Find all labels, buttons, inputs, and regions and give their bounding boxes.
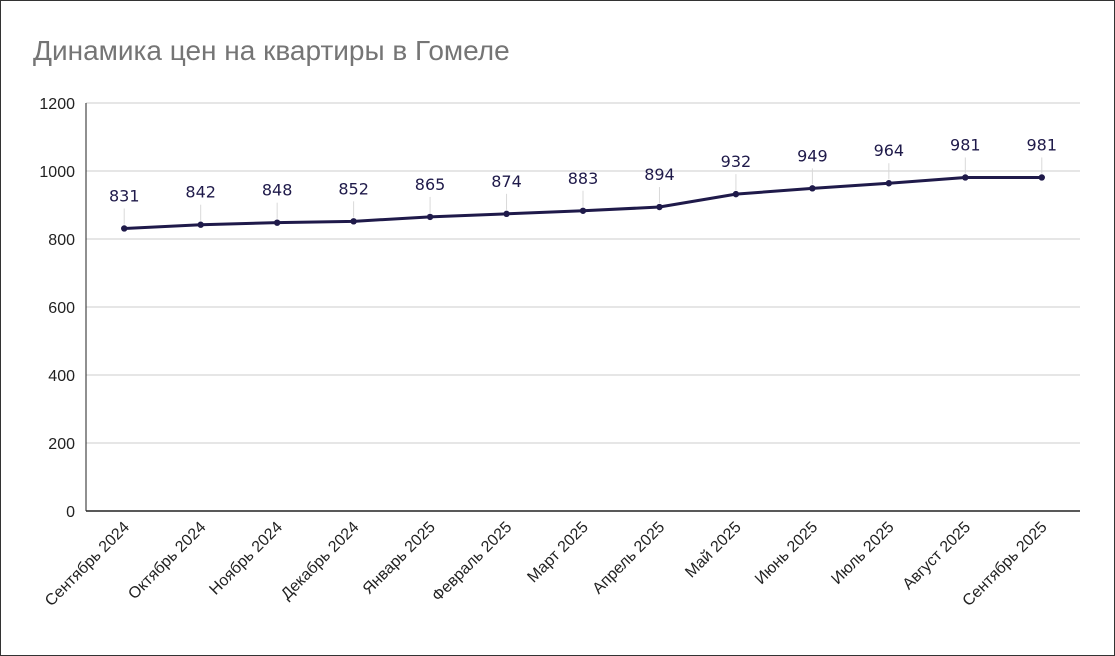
data-label: 964 [874, 141, 905, 160]
data-point [656, 203, 663, 211]
x-tick-label: Январь 2025 [360, 519, 439, 598]
x-tick-label: Ноябрь 2024 [206, 519, 286, 599]
data-label: 831 [109, 186, 140, 205]
data-labels: 831 842 848 852 865 874 883 894 932 949 964 981 981 [109, 135, 1057, 225]
data-label: 981 [950, 135, 981, 154]
x-tick-label: Декабрь 2024 [278, 519, 363, 604]
data-label: 932 [721, 152, 752, 171]
x-tick-label: Июнь 2025 [752, 519, 821, 588]
x-tick-label: Апрель 2025 [590, 519, 669, 598]
y-tick-label: 200 [48, 436, 75, 453]
data-point [885, 180, 893, 187]
series-group [121, 174, 1045, 232]
data-label: 865 [415, 175, 446, 194]
data-point [962, 174, 969, 181]
data-point [809, 185, 816, 192]
data-point [503, 210, 510, 218]
data-point [350, 218, 357, 225]
x-tick-label: Сентябрь 2024 [42, 519, 133, 610]
y-tick-label: 400 [48, 368, 75, 385]
x-tick-label: Июль 2025 [828, 519, 897, 588]
x-tick-label: Февраль 2025 [429, 519, 515, 605]
y-tick-label: 600 [48, 300, 75, 317]
data-label: 981 [1026, 135, 1057, 154]
data-label: 852 [338, 179, 369, 198]
chart-title: Динамика цен на квартиры в Гомеле [33, 35, 510, 66]
x-tick-label: Март 2025 [524, 519, 591, 586]
x-tick-label: Май 2025 [682, 519, 745, 582]
data-point [121, 225, 128, 232]
data-point [273, 219, 281, 226]
data-point [197, 221, 204, 228]
data-point [426, 213, 434, 221]
data-label: 842 [185, 183, 216, 202]
data-label: 848 [262, 181, 293, 200]
y-axis: 0 200 400 600 800 1000 1200 [39, 96, 87, 521]
data-point [1038, 174, 1045, 181]
data-point [732, 190, 740, 198]
y-tick-label: 0 [66, 504, 75, 521]
y-tick-label: 800 [48, 232, 75, 249]
x-tick-label: Сентябрь 2025 [960, 519, 1051, 610]
data-label: 874 [491, 172, 522, 191]
data-label: 883 [568, 169, 599, 188]
gridlines [86, 102, 1080, 444]
data-label: 894 [644, 165, 675, 184]
data-point [579, 207, 587, 214]
y-tick-label: 1200 [39, 96, 75, 113]
data-label: 949 [797, 146, 828, 165]
y-tick-label: 1000 [39, 164, 75, 181]
x-tick-label: Октябрь 2024 [125, 519, 209, 603]
x-tick-label: Август 2025 [900, 519, 974, 593]
